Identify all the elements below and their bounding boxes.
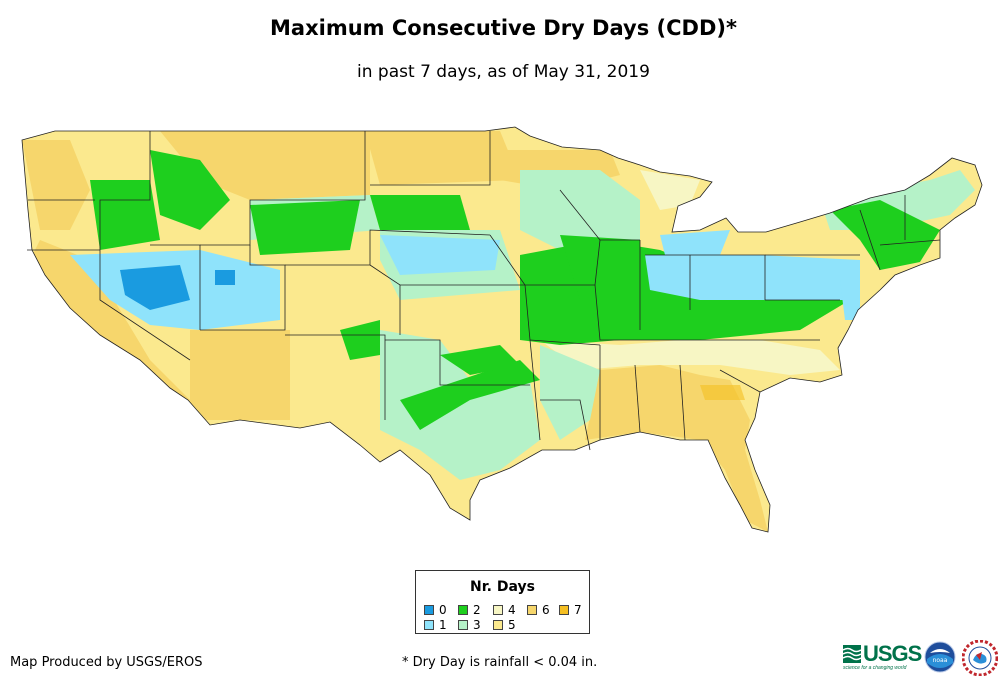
usgs-logo: USGS science for a changing world <box>843 641 922 671</box>
legend-label: 1 <box>439 618 447 632</box>
legend-swatch <box>527 605 537 615</box>
usgs-tagline: science for a changing world <box>843 665 907 671</box>
legend-item-4: 4 <box>493 603 516 617</box>
legend-label: 4 <box>508 603 516 617</box>
map-credit: Map Produced by USGS/EROS <box>10 655 203 670</box>
legend-label: 5 <box>508 618 516 632</box>
nws-logo <box>962 640 998 676</box>
legend-swatch <box>424 605 434 615</box>
legend-item-2: 2 <box>458 603 481 617</box>
legend-swatch <box>493 620 503 630</box>
legend-item-5: 5 <box>493 618 516 632</box>
legend-item-0: 0 <box>424 603 447 617</box>
legend-label: 2 <box>473 603 481 617</box>
legend-title: Nr. Days <box>470 579 535 595</box>
legend-label: 3 <box>473 618 481 632</box>
usgs-logo-text: USGS <box>863 641 922 666</box>
dry-day-note: * Dry Day is rainfall < 0.04 in. <box>402 655 598 670</box>
legend-label: 7 <box>574 603 582 617</box>
map-subtitle: in past 7 days, as of May 31, 2019 <box>357 62 650 82</box>
noaa-logo: noaa <box>924 641 956 673</box>
noaa-logo-text: noaa <box>933 657 948 664</box>
legend-label: 6 <box>542 603 550 617</box>
legend: Nr. Days 0 1 2 3 4 5 6 7 <box>415 570 590 634</box>
legend-item-7: 7 <box>559 603 582 617</box>
legend-item-3: 3 <box>458 618 481 632</box>
legend-item-6: 6 <box>527 603 550 617</box>
legend-item-1: 1 <box>424 618 447 632</box>
usgs-wave-icon <box>843 645 861 663</box>
legend-swatch <box>424 620 434 630</box>
legend-swatch <box>458 605 468 615</box>
legend-swatch <box>559 605 569 615</box>
legend-swatch <box>458 620 468 630</box>
legend-swatch <box>493 605 503 615</box>
map-title: Maximum Consecutive Dry Days (CDD)* <box>270 16 737 40</box>
legend-label: 0 <box>439 603 447 617</box>
